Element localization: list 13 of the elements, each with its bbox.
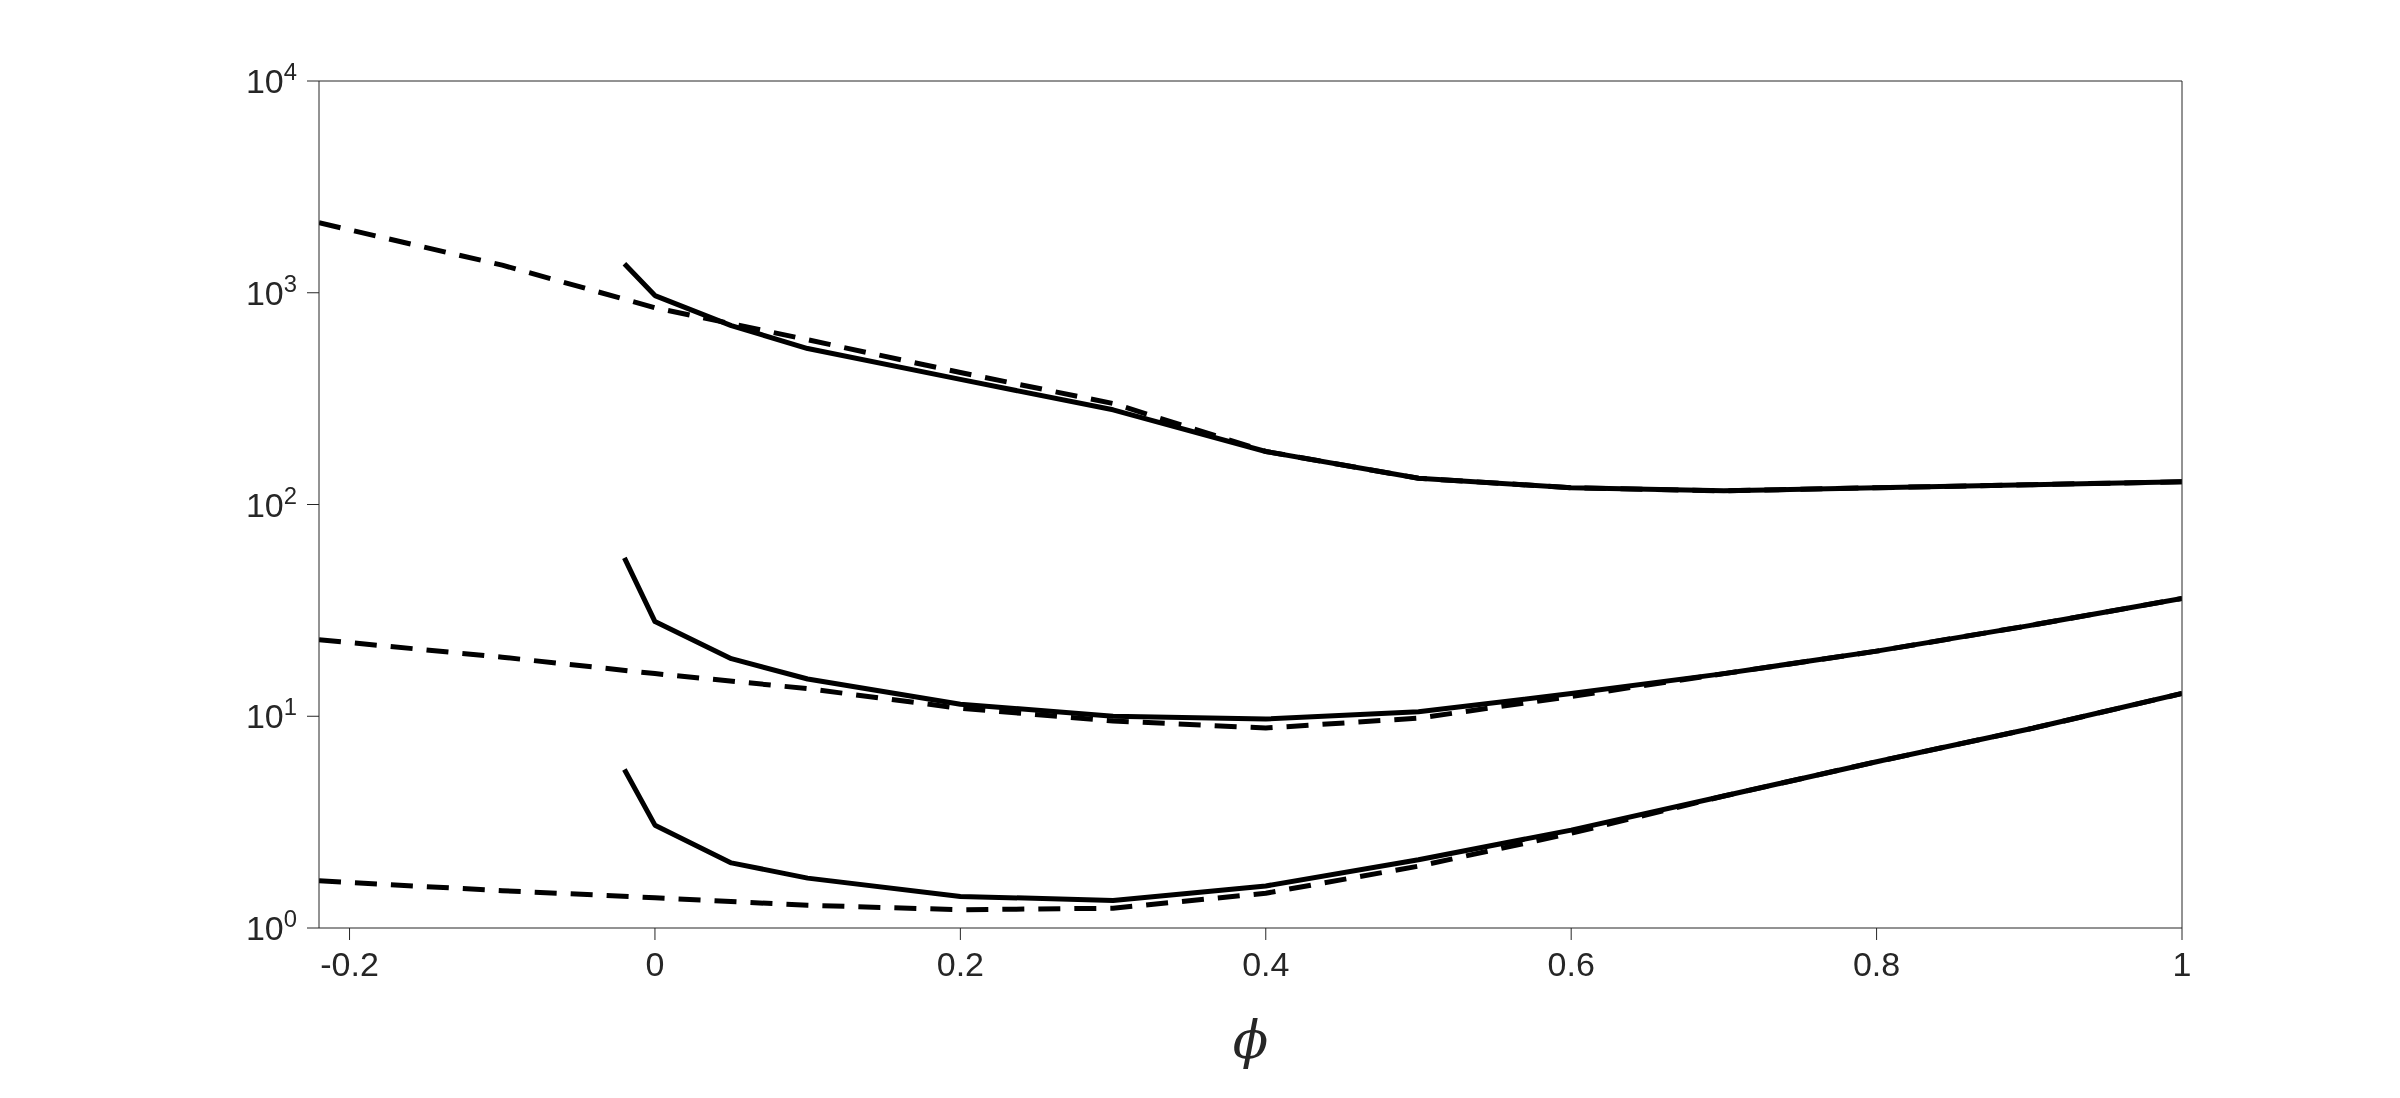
x-tick-label: -0.2 [320,945,379,984]
x-tick-label: 0.4 [1242,945,1290,984]
x-tick-label: 0 [645,945,665,984]
y-tick-label: 10$^{4}$ [245,57,297,100]
x-tick-label: 0.8 [1852,945,1901,984]
y-tick-label: 10$^{1}$ [245,692,297,736]
x-tick-label: 0.2 [936,945,984,984]
y-tick-label: 10$^{2}$ [245,481,297,524]
x-axis-title: ϕ [1232,1010,1269,1070]
y-tick-label: 10$^{3}$ [245,269,297,312]
x-tick-label: 1 [2172,945,2192,984]
x-tick-label: 0.6 [1547,945,1595,984]
y-tick-label: 10$^{0}$ [245,904,297,947]
